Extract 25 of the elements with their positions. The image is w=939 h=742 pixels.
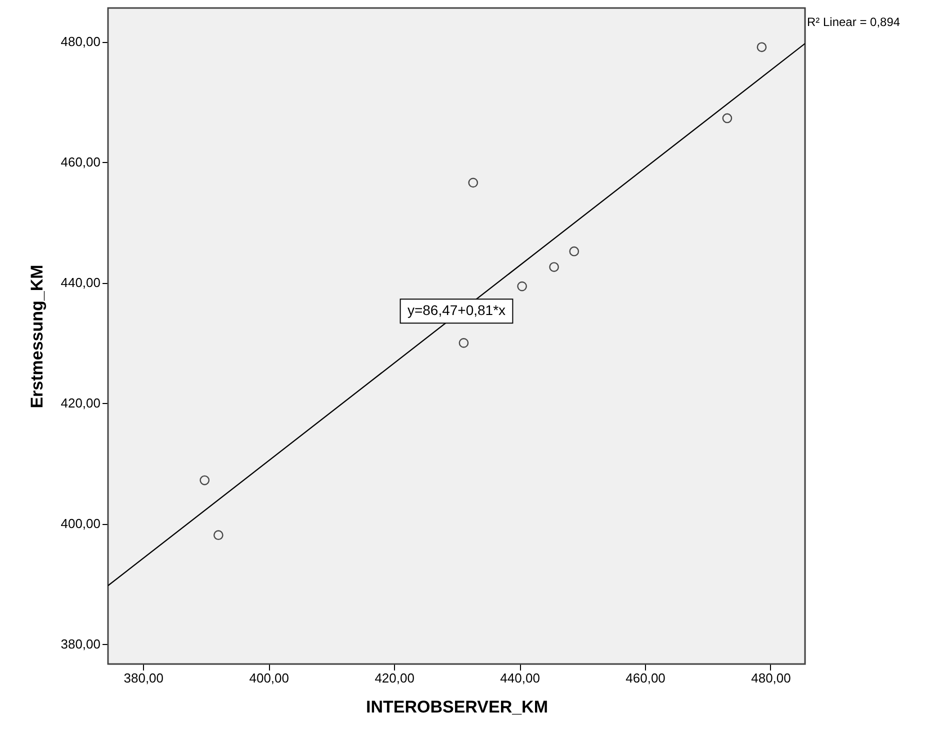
x-tick-label: 480,00	[751, 670, 791, 686]
point	[549, 262, 559, 272]
point	[517, 281, 527, 292]
y-tick-label: 460,00	[60, 154, 100, 170]
y-tick-label: 380,00	[60, 636, 100, 652]
x-tick-label: 380,00	[124, 670, 164, 686]
point	[213, 530, 224, 540]
point	[756, 42, 767, 52]
x-tick-label: 440,00	[500, 670, 540, 686]
y-tick-label: 440,00	[60, 275, 100, 290]
y-tick-label: 400,00	[60, 516, 100, 532]
x-axis-title: INTEROBSERVER_KM	[366, 698, 548, 716]
point	[200, 475, 210, 486]
y-axis-title: Erstmessung_KM	[28, 264, 47, 408]
y-tick-label: 420,00	[60, 396, 100, 411]
point	[722, 113, 732, 124]
y-tick-label: 480,00	[60, 34, 100, 50]
text: R² Linear = 0,894	[807, 15, 900, 29]
point	[458, 338, 469, 348]
point	[468, 178, 478, 188]
annotation: y=86,47+0,81*x	[407, 302, 506, 318]
x-tick-label: 420,00	[374, 670, 414, 686]
point	[569, 246, 580, 256]
x-tick-label: 460,00	[626, 670, 666, 686]
x-tick-label: 400,00	[249, 670, 289, 686]
